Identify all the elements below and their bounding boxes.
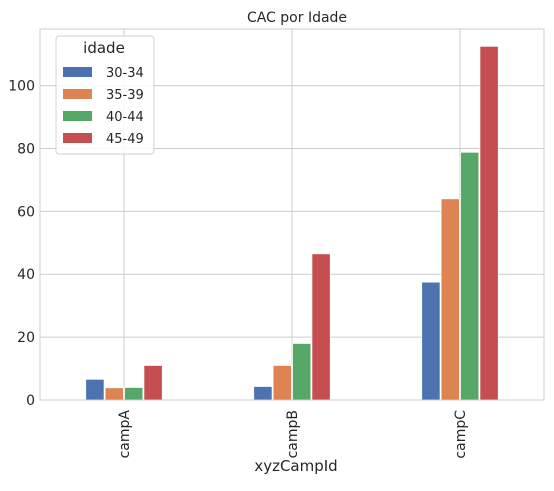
x-tick-label: campC <box>453 410 469 459</box>
legend-items: 30-34 35-39 40-44 45-49 <box>63 66 144 147</box>
y-tick-label: 100 <box>8 79 35 95</box>
y-tick-label: 20 <box>17 330 35 346</box>
legend-swatch-35-39 <box>63 89 92 99</box>
plot-area <box>39 28 545 401</box>
legend-label-45-49: 45-49 <box>106 132 144 147</box>
bar-45-49-campB <box>311 253 331 401</box>
y-tick-label: 60 <box>17 204 35 220</box>
y-tick-label: 40 <box>17 267 35 283</box>
x-tick-label: campA <box>117 410 133 459</box>
bar-40-44-campA <box>124 387 144 401</box>
legend-label-35-39: 35-39 <box>106 88 144 103</box>
legend-swatch-30-34 <box>63 67 92 77</box>
bar-35-39-campB <box>272 365 292 401</box>
x-axis-title: xyzCampId <box>254 457 337 475</box>
bar-40-44-campB <box>292 343 312 401</box>
chart-title: CAC por Idade <box>247 10 347 26</box>
legend-swatch-40-44 <box>63 111 92 121</box>
x-tick-label: campB <box>285 410 301 458</box>
legend-swatch-45-49 <box>63 133 92 143</box>
legend-title: idade <box>83 39 125 57</box>
y-axis-ticks: 0 20 40 60 80 100 <box>8 79 35 409</box>
legend-label-30-34: 30-34 <box>106 66 144 81</box>
legend-label-40-44: 40-44 <box>106 110 144 125</box>
x-axis-ticks: campA campB campC <box>117 410 469 459</box>
bar-30-34-campC <box>421 281 441 401</box>
bar-35-39-campC <box>440 198 460 401</box>
bar-45-49-campA <box>143 365 163 401</box>
legend-box <box>55 35 155 155</box>
bar-30-34-campA <box>85 378 105 401</box>
bar-30-34-campB <box>253 386 273 401</box>
bar-40-44-campC <box>460 151 480 401</box>
legend: idade 30-34 35-39 40-44 45-49 <box>55 35 155 155</box>
bar-45-49-campC <box>479 45 499 401</box>
y-tick-label: 80 <box>17 141 35 157</box>
bar-35-39-campA <box>104 387 124 401</box>
y-tick-label: 0 <box>26 393 35 409</box>
